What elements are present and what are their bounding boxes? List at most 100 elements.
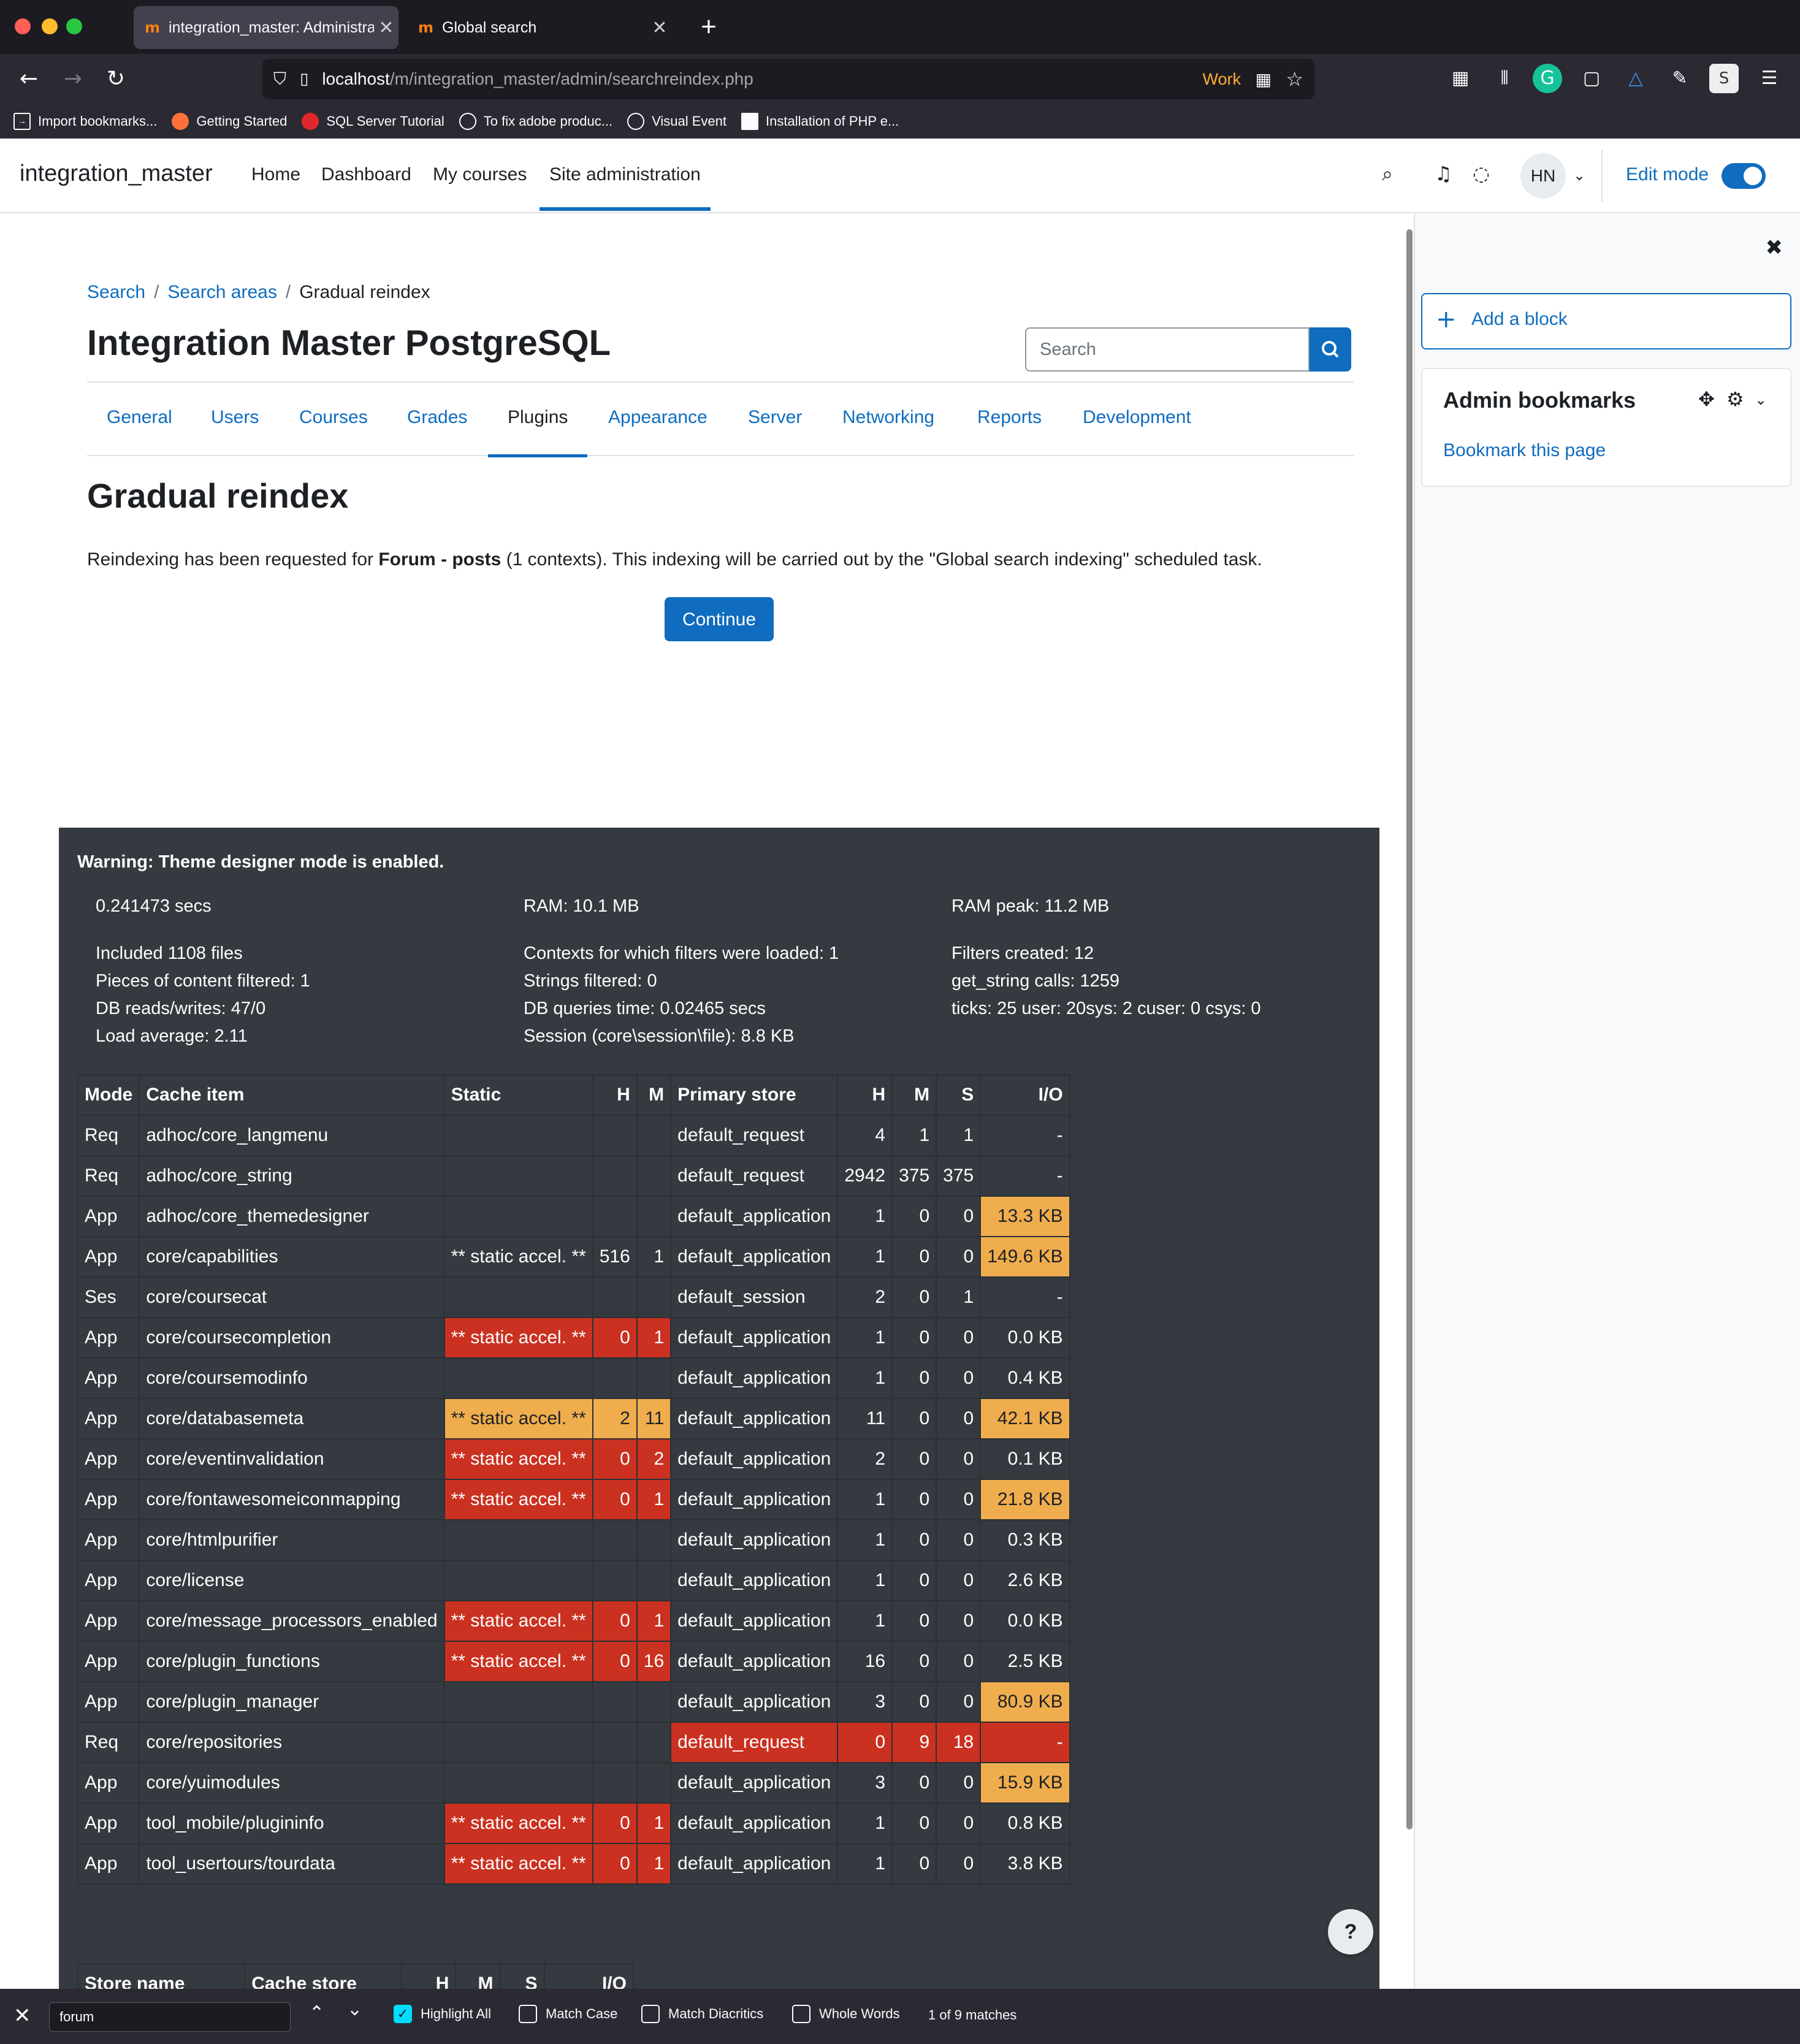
chat-bubble-icon[interactable]: ◌ [1473,162,1490,185]
tab-development[interactable]: Development [1083,407,1191,427]
table-cell [636,1681,672,1723]
bookmark-visual-event[interactable]: Visual Event [627,113,726,130]
table-cell: 0 [592,1479,638,1520]
triangle-extension-icon[interactable]: △ [1628,67,1643,89]
search-icon[interactable]: ⌕ [1382,162,1393,185]
nav-my-courses[interactable]: My courses [433,164,527,185]
table-cell: 0 [891,1843,937,1885]
column-header: H [837,1074,893,1116]
bookmark-star-icon[interactable]: ☆ [1286,67,1303,91]
table-cell: 0 [936,1641,982,1682]
forward-arrow-icon[interactable]: → [63,66,83,91]
minimize-window-button[interactable] [42,18,58,34]
nav-site-administration[interactable]: Site administration [540,164,711,211]
table-cell [443,1560,593,1601]
page-info-icon[interactable]: ▯ [300,70,309,88]
table-cell: 1 [636,1843,672,1885]
tab-administration[interactable]: m integration_master: Administrati ✕ [134,6,399,49]
close-find-bar-icon[interactable]: ✕ [13,2004,31,2028]
table-cell: App [77,1843,140,1885]
perf-column-3: RAM peak: 11.2 MB Filters created: 12 get_… [951,896,1261,1018]
move-icon[interactable]: ✥ [1698,387,1715,411]
column-header: Store name [77,1963,246,1989]
find-next-icon[interactable]: ⌄ [347,1999,363,2020]
table-cell: default_application [670,1519,839,1561]
moodle-favicon-icon: m [145,19,161,36]
plus-icon: + [1436,305,1457,334]
table-cell: 1 [837,1843,893,1885]
chevron-down-icon[interactable]: ⌄ [1755,391,1768,408]
globe-icon [627,113,645,130]
reload-icon[interactable]: ↻ [106,66,126,91]
address-bar[interactable]: ⛉ ▯ localhost/m/integration_master/admin… [262,59,1314,99]
grammarly-icon[interactable]: G [1533,64,1562,93]
bell-icon[interactable]: ♫ [1435,162,1452,185]
admin-search-input[interactable]: Search [1025,327,1310,372]
apps-grid-icon[interactable]: ▦ [1255,69,1272,90]
table-cell: core/databasemeta [139,1398,445,1440]
match-case-checkbox[interactable]: Match Case [519,2005,617,2023]
table-row: App core/eventinvalidation ** static accel… [77,1438,1070,1480]
tab-networking[interactable]: Networking [842,407,935,427]
edit-mode-toggle[interactable] [1722,163,1766,189]
tab-courses[interactable]: Courses [299,407,368,427]
close-drawer-icon[interactable]: ✖ [1765,235,1783,260]
nav-dashboard[interactable]: Dashboard [321,164,411,185]
breadcrumb-search[interactable]: Search [87,282,146,302]
shield-icon[interactable]: ⛉ [273,69,287,89]
url-text[interactable]: localhost/m/integration_master/admin/sea… [322,69,753,88]
close-tab-icon[interactable]: ✕ [652,17,668,38]
new-tab-button[interactable]: + [701,12,717,42]
bar-chart-extension-icon[interactable]: ⫴ [1500,67,1509,89]
pen-extension-icon[interactable]: ✎ [1672,67,1688,89]
bookmark-sql-server[interactable]: SQL Server Tutorial [302,113,444,130]
breadcrumb-search-areas[interactable]: Search areas [167,282,277,302]
cache-usage-table: Mode Cache item Static H M Primary store H M S I/… [77,1074,1070,1885]
admin-search-button[interactable] [1310,327,1351,372]
find-previous-icon[interactable]: ⌃ [309,2002,325,2024]
menu-hamburger-icon[interactable]: ☰ [1761,67,1778,89]
bookmark-getting-started[interactable]: Getting Started [172,113,287,130]
tab-reports[interactable]: Reports [977,407,1042,427]
highlight-all-checkbox[interactable]: ✓ Highlight All [394,2005,491,2023]
bookmark-import[interactable]: → Import bookmarks... [13,113,157,130]
gear-icon[interactable]: ⚙ [1726,387,1744,411]
zoom-window-button[interactable] [66,18,82,34]
close-tab-icon[interactable]: ✕ [378,17,394,38]
table-cell: 0 [936,1560,982,1601]
close-window-button[interactable] [15,18,31,34]
tab-server[interactable]: Server [748,407,803,427]
table-cell: 516 [592,1236,638,1278]
bookmark-this-page-link[interactable]: Bookmark this page [1443,440,1606,460]
back-arrow-icon[interactable]: ← [19,66,39,91]
table-cell: 3.8 KB [980,1843,1070,1885]
tab-plugins[interactable]: Plugins [487,407,588,457]
reader-extension-icon[interactable]: ▢ [1582,67,1601,89]
edit-mode-label[interactable]: Edit mode [1626,164,1709,185]
nav-home[interactable]: Home [251,164,301,185]
site-brand[interactable]: integration_master [20,161,213,186]
checkmark-icon: ✓ [394,2005,412,2023]
find-input[interactable]: forum [49,2002,291,2032]
add-block-button[interactable]: + Add a block [1421,293,1791,349]
table-cell: core/coursecompletion [139,1317,445,1359]
table-row: App core/coursecompletion ** static accel.… [77,1317,1070,1359]
chevron-down-icon[interactable]: ⌄ [1573,167,1586,184]
tab-appearance[interactable]: Appearance [608,407,707,427]
tab-global-search[interactable]: m Global search ✕ [407,6,672,49]
tab-grades[interactable]: Grades [407,407,468,427]
container-label[interactable]: Work [1202,69,1241,88]
avatar[interactable]: HN [1520,153,1566,199]
extensions-grid-icon[interactable]: ▦ [1451,67,1470,89]
match-diacritics-checkbox[interactable]: Match Diacritics [641,2005,763,2023]
help-button[interactable]: ? [1328,1909,1373,1954]
s-extension-icon[interactable]: S [1709,64,1739,93]
continue-button[interactable]: Continue [665,597,774,641]
bookmark-adobe[interactable]: To fix adobe produc... [459,113,612,130]
whole-words-checkbox[interactable]: Whole Words [792,2005,900,2023]
table-cell: default_request [670,1155,839,1197]
tab-users[interactable]: Users [211,407,259,427]
bookmark-php[interactable]: Installation of PHP e... [741,113,899,130]
page-scrollbar[interactable] [1404,213,1414,1989]
tab-general[interactable]: General [107,407,172,427]
